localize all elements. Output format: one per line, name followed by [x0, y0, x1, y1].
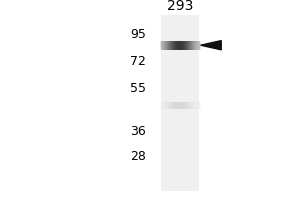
Text: 55: 55: [130, 82, 146, 95]
Text: 95: 95: [130, 28, 146, 41]
Text: 293: 293: [167, 0, 193, 13]
Text: 28: 28: [130, 150, 146, 163]
Text: 36: 36: [130, 125, 146, 138]
Bar: [161, 15, 199, 191]
Text: 72: 72: [130, 55, 146, 68]
Polygon shape: [201, 41, 221, 50]
